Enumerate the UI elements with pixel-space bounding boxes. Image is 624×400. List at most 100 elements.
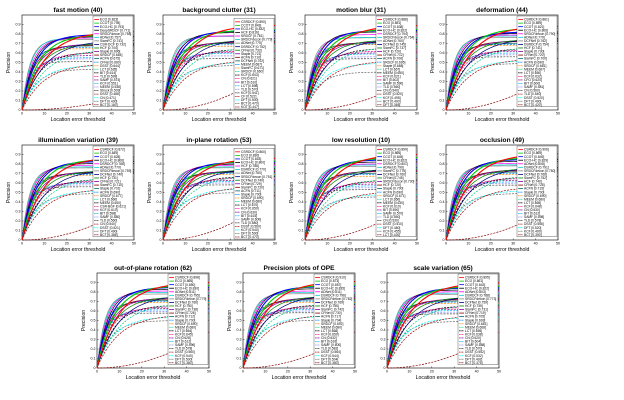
legend-entry: SiamFC [0.671]: [241, 66, 264, 70]
legend-entry: KCF [0.632]: [524, 74, 542, 78]
y-tick-label: 0.4: [16, 70, 21, 74]
series-line: [162, 181, 276, 241]
legend-box: [457, 273, 499, 365]
legend-entry: LCT [0.660]: [100, 197, 117, 201]
series-line: [96, 309, 209, 369]
legend-entry: MEEM [0.680]: [175, 325, 196, 329]
x-tick-label: 0: [304, 242, 306, 246]
series-line: [242, 310, 355, 369]
x-axis-label: Location error threshold: [334, 247, 389, 253]
legend-entry: SiamFC [0.752]: [524, 176, 547, 180]
y-tick-label: 0.8: [16, 32, 21, 36]
x-tick-label: 30: [87, 112, 91, 116]
legend-entry: Staple [0.701]: [100, 187, 120, 191]
legend-box: [92, 15, 134, 107]
y-tick-label: 0: [443, 238, 445, 242]
legend-entry: BCT [0.160]: [100, 103, 118, 107]
legend-entry: Staple [0.700]: [241, 193, 261, 197]
legend-entry: KCF [0.551]: [100, 82, 118, 86]
legend-entry: ECO-HC [0.835]: [321, 286, 345, 290]
x-tick-label: 10: [325, 112, 329, 116]
x-tick-label: 50: [415, 112, 419, 116]
chart-title: deformation (44): [476, 7, 528, 14]
y-tick-label: 0.4: [299, 70, 304, 74]
series-line: [304, 179, 418, 241]
y-tick-label: 0.6: [381, 309, 386, 313]
legend-entry: DFT [0.504]: [321, 357, 338, 361]
y-tick-label: 0.5: [440, 61, 445, 65]
legend-entry: ADNet [0.757]: [100, 35, 121, 39]
x-tick-label: 30: [370, 112, 374, 116]
legend-entry: SRDCFdecon [0.782]: [321, 297, 352, 301]
legend-entry: SRDCF [0.690]: [241, 196, 263, 200]
x-tick-label: 10: [117, 370, 121, 374]
y-tick-label: 0.2: [299, 219, 304, 223]
legend-entry: CSRDCF [0.881]: [524, 18, 549, 22]
y-tick-label: 0.7: [440, 42, 445, 46]
legend-entry: ADNet [0.770]: [100, 165, 121, 169]
legend-entry: CFNet [0.719]: [465, 311, 486, 315]
legend-entry: ECO-HC [0.822]: [465, 286, 489, 290]
y-tick-label: 0.4: [157, 70, 162, 74]
legend-entry: CN [0.540]: [383, 89, 399, 93]
legend-entry: CFNet [0.733]: [241, 48, 262, 52]
y-tick-label: 0.7: [440, 172, 445, 176]
legend-entry: SAMF [0.590]: [383, 82, 403, 86]
y-tick-label: 0.8: [91, 290, 96, 294]
y-tick-label: 0.8: [440, 32, 445, 36]
y-tick-label: 0.8: [381, 290, 386, 294]
legend-entry: ADNet [0.811]: [175, 290, 196, 294]
legend-box: [375, 15, 417, 107]
x-tick-label: 30: [452, 370, 456, 374]
legend-entry: CCOT [0.843]: [241, 23, 261, 27]
legend-entry: ECO-HC [0.800]: [241, 161, 265, 165]
legend-entry: MEEM [0.668]: [465, 325, 486, 329]
legend-entry: DSRDCF [0.788]: [465, 293, 490, 297]
legend-entry: BCT [0.380]: [321, 361, 339, 365]
series-line: [21, 188, 135, 241]
y-tick-label: 0.8: [237, 290, 242, 294]
legend-box: [375, 145, 417, 237]
series-line: [162, 192, 275, 241]
y-tick-label: 0.2: [16, 89, 21, 93]
chart-panel: background clutter (31) 0 0.1 0.2 0.3 0.4 0.5 0…: [147, 7, 277, 123]
chart-panel: motion blur (31) 0 0.1 0.2 0.3 0.4 0.5 0.6 0.7 0.…: [289, 7, 419, 123]
legend-entry: ACFN [0.675]: [100, 57, 120, 61]
y-tick-label: 0.1: [440, 229, 445, 233]
y-tick-label: 0: [302, 108, 304, 112]
y-tick-label: 0.9: [157, 153, 162, 157]
y-tick-label: 0.7: [16, 42, 21, 46]
x-tick-label: 0: [162, 112, 164, 116]
legend-entry: DSST [0.560]: [175, 350, 195, 354]
legend-entry: HCF [0.755]: [321, 304, 339, 308]
legend-entry: ADNet [0.811]: [321, 290, 342, 294]
x-tick-label: 30: [228, 112, 232, 116]
y-tick-label: 0.9: [16, 153, 21, 157]
x-tick-label: 0: [445, 112, 447, 116]
legend-entry: HCF [0.704]: [100, 46, 118, 50]
legend-entry: DCFNet [0.769]: [321, 301, 344, 305]
y-axis-label: Precision: [147, 182, 153, 203]
chart-title: scale variation (65): [413, 265, 472, 272]
legend-entry: BCT [0.420]: [524, 103, 542, 107]
legend-entry: BIT [0.612]: [175, 340, 191, 344]
legend-box: [233, 148, 275, 240]
y-tick-label: 0.4: [157, 200, 162, 204]
legend-entry: DSRDCF [0.770]: [241, 168, 266, 172]
legend-entry: CCOT [0.794]: [100, 21, 120, 25]
legend-entry: ECO-HC [0.832]: [241, 27, 265, 31]
y-tick-label: 0.6: [440, 51, 445, 55]
y-tick-label: 0.1: [157, 99, 162, 103]
y-tick-label: 0.1: [157, 229, 162, 233]
legend-entry: DSRDCF [0.794]: [383, 32, 408, 36]
x-tick-label: 30: [308, 370, 312, 374]
legend-entry: HCF [0.731]: [100, 176, 118, 180]
series-line: [96, 320, 209, 369]
y-tick-label: 0.6: [16, 181, 21, 185]
series-line: [21, 63, 135, 111]
x-tick-label: 10: [466, 242, 470, 246]
legend-entry: KCF [0.490]: [524, 229, 542, 233]
legend-entry: Staple [0.704]: [321, 318, 341, 322]
legend-entry: TLD [0.582]: [321, 347, 338, 351]
legend-entry: MEEM [0.640]: [100, 201, 121, 205]
